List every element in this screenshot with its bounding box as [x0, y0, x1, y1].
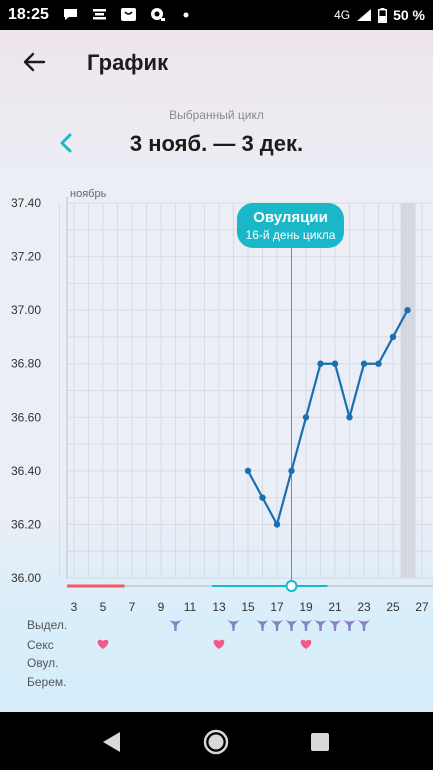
- ovulation-badge[interactable]: Овуляции 16-й день цикла: [237, 203, 344, 248]
- x-tick-label: 25: [386, 600, 400, 614]
- x-tick-label: 11: [184, 600, 197, 614]
- nav-back-icon[interactable]: [98, 728, 126, 756]
- y-tick-label: 37.40: [11, 196, 41, 210]
- heart-icon: [213, 639, 225, 649]
- discharge-icon: [300, 620, 312, 631]
- discharge-icon: [271, 620, 283, 631]
- temperature-point: [244, 467, 252, 475]
- discharge-icon: [285, 620, 298, 631]
- temperature-point: [273, 521, 281, 528]
- temperature-point: [346, 414, 353, 421]
- row-label-ovulation: Овул.: [27, 656, 59, 670]
- temperature-point: [302, 414, 310, 421]
- network-label: 4G: [334, 8, 351, 22]
- ovulation-title: Овуляции: [253, 209, 328, 226]
- app-icon: [151, 8, 165, 21]
- temperature-point: [288, 467, 295, 475]
- notification-icon: [93, 9, 106, 20]
- y-tick-label: 37.00: [11, 303, 41, 317]
- temperature-point: [375, 360, 382, 367]
- nav-recents-icon[interactable]: [306, 728, 334, 756]
- x-tick-label: 19: [299, 600, 313, 614]
- x-tick-label: 21: [328, 600, 342, 614]
- nav-home-icon[interactable]: [202, 728, 230, 756]
- discharge-icon: [227, 620, 240, 631]
- ovulation-marker: [285, 580, 298, 592]
- heart-icon: [97, 639, 109, 649]
- battery-icon: [378, 7, 388, 23]
- signal-icon: [357, 9, 372, 21]
- status-right: 4G 50 %: [334, 7, 425, 23]
- discharge-icon: [314, 620, 327, 631]
- status-notification-icons: [62, 7, 195, 22]
- shop-icon: [121, 8, 136, 21]
- row-label-pregnancy: Берем.: [27, 675, 67, 689]
- temperature-point: [360, 360, 368, 367]
- cycle-caption: Выбранный цикл: [169, 108, 264, 122]
- previous-cycle-chevron-icon[interactable]: [54, 128, 78, 158]
- x-tick-label: 9: [158, 600, 165, 614]
- temperature-point: [317, 360, 324, 367]
- x-tick-label: 13: [212, 600, 226, 614]
- y-tick-label: 36.00: [11, 571, 41, 585]
- discharge-icon: [256, 620, 269, 631]
- y-tick-label: 36.20: [11, 517, 41, 531]
- discharge-icon: [329, 620, 341, 631]
- ovulation-subtitle: 16-й день цикла: [245, 228, 336, 242]
- battery-level: 50 %: [393, 7, 425, 23]
- x-tick-label: 27: [415, 600, 429, 614]
- x-tick-label: 7: [129, 600, 136, 614]
- month-label: ноябрь: [70, 188, 107, 200]
- temperature-point: [389, 333, 397, 341]
- row-label-discharge: Выдел.: [27, 618, 68, 632]
- back-arrow-icon[interactable]: [18, 46, 50, 78]
- discharge-icon: [343, 620, 356, 631]
- y-tick-label: 36.40: [11, 464, 41, 478]
- system-nav-bar: [0, 712, 433, 770]
- dot-icon: [183, 12, 189, 18]
- page-title: График: [87, 50, 169, 75]
- temperature-point: [259, 494, 266, 501]
- message-icon: [64, 9, 77, 20]
- discharge-icon: [358, 620, 370, 631]
- status-bar: 18:25 4G 50 %: [0, 0, 433, 30]
- cycle-range: 3 нояб. — 3 дек.: [129, 131, 304, 156]
- y-tick-label: 36.80: [11, 357, 41, 371]
- y-tick-label: 37.20: [11, 250, 41, 264]
- y-tick-label: 36.60: [11, 410, 41, 424]
- status-time: 18:25: [8, 6, 49, 23]
- heart-icon: [300, 639, 312, 649]
- x-tick-label: 3: [71, 600, 78, 614]
- row-label-sex: Секс: [27, 638, 54, 652]
- x-tick-label: 23: [357, 600, 371, 614]
- x-tick-label: 17: [270, 600, 284, 614]
- temperature-line: [247, 309, 409, 526]
- x-tick-label: 5: [100, 600, 107, 614]
- temperature-chart[interactable]: 37.40 37.20 37.00 36.80 36.60 36.40 36.20 36.00…: [0, 180, 433, 700]
- temperature-point: [331, 360, 339, 367]
- discharge-icon: [169, 620, 182, 631]
- x-tick-label: 15: [241, 600, 255, 614]
- app-header: График: [0, 30, 433, 100]
- temperature-point: [404, 306, 411, 314]
